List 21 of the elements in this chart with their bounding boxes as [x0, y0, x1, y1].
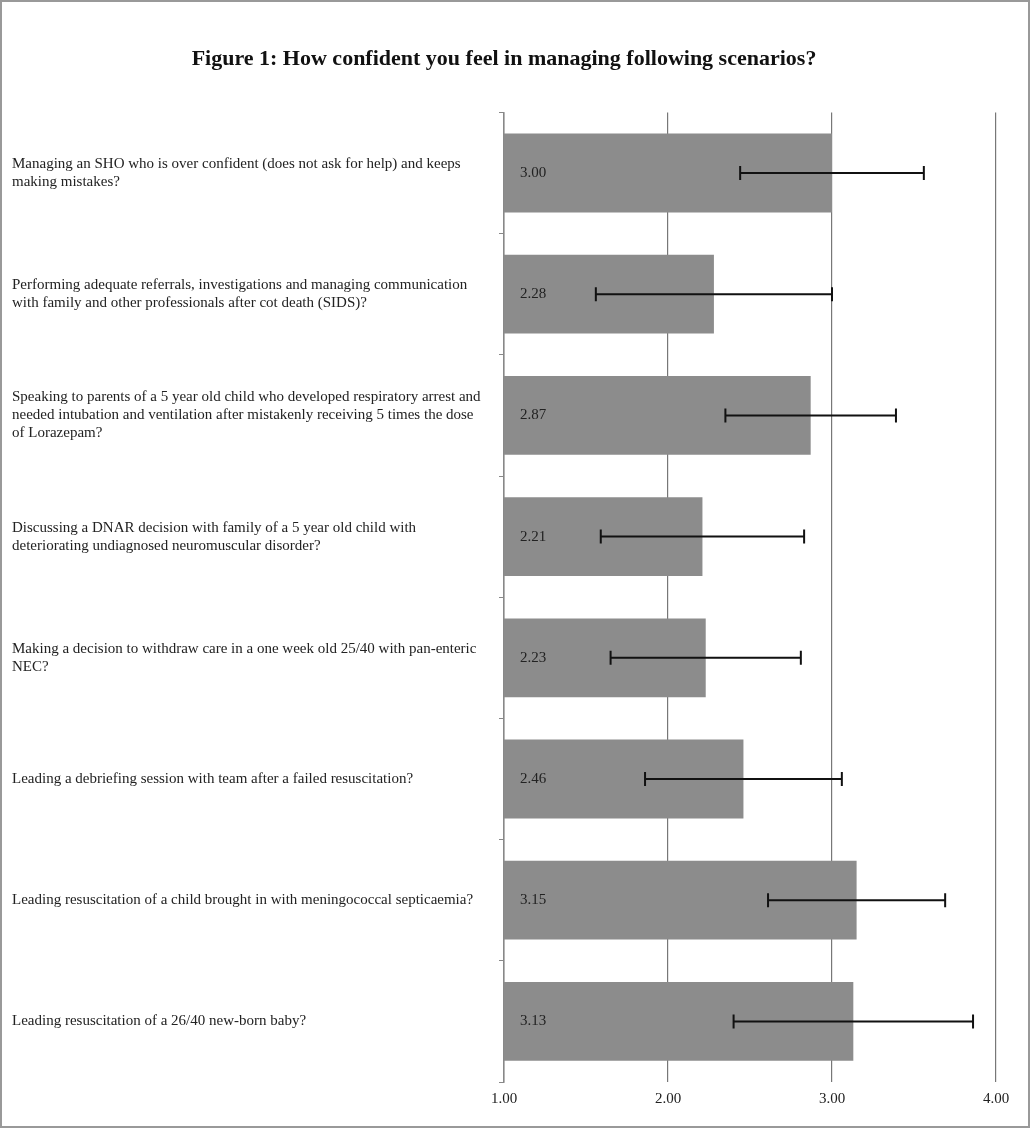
x-tick-label: 4.00 — [982, 1089, 1010, 1106]
data-label: 2.28 — [520, 285, 547, 302]
x-tick-label: 2.00 — [654, 1089, 682, 1106]
y-tick-label: Leading resuscitation of a child brought in with meningococcal septicaemia? — [12, 891, 474, 908]
y-tick-label: Leading resuscitation of a 26/40 new-born baby? — [12, 1012, 307, 1029]
y-tick-label: Performing adequate referrals, investigations and managing communication with family and other professionals after cot death (SIDS)? — [12, 276, 468, 312]
chart-title: Figure 1: How confident you feel in managing following scenarios? — [191, 44, 817, 70]
data-label: 2.46 — [520, 769, 547, 786]
data-label: 3.13 — [520, 1012, 547, 1029]
x-tick-label: 1.00 — [490, 1089, 518, 1106]
data-label: 2.23 — [520, 648, 547, 665]
y-tick-label: Speaking to parents of a 5 year old child who developed respiratory arrest and needed intubation and ventilation after mistakenly receiving 5 times the dose of Lorazepam? — [12, 388, 482, 441]
y-tick-label: Leading a debriefing session with team after a failed resuscitation? — [12, 769, 414, 786]
y-tick-label: Making a decision to withdraw care in a one week old 25/40 with pan-enteric NEC? — [12, 639, 477, 674]
x-tick-label: 3.00 — [818, 1089, 846, 1106]
y-tick-label: Discussing a DNAR decision with family of a 5 year old child with deteriorating undiagnosed neuromuscular disorder? — [12, 518, 417, 553]
data-label: 3.00 — [520, 163, 547, 180]
y-tick-label: Managing an SHO who is over confident (does not ask for help) and keeps making mistakes? — [12, 154, 461, 189]
data-label: 2.87 — [520, 406, 547, 423]
data-label: 2.21 — [520, 527, 547, 544]
data-label: 3.15 — [520, 891, 547, 908]
